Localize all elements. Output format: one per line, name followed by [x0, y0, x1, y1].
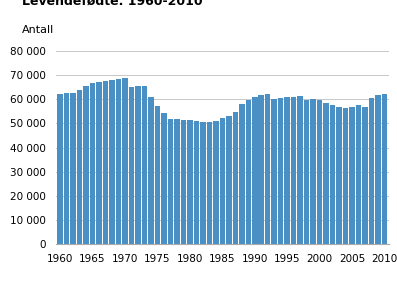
- Bar: [343, 108, 348, 244]
- Bar: [284, 97, 290, 244]
- Bar: [103, 81, 108, 244]
- Bar: [362, 107, 368, 244]
- Bar: [57, 94, 63, 244]
- Bar: [220, 118, 225, 244]
- Bar: [96, 82, 102, 244]
- Bar: [129, 87, 134, 244]
- Bar: [304, 99, 309, 244]
- Bar: [155, 106, 160, 244]
- Bar: [70, 92, 76, 244]
- Bar: [317, 100, 322, 244]
- Bar: [200, 122, 206, 244]
- Bar: [90, 83, 95, 244]
- Text: Antall: Antall: [22, 25, 54, 35]
- Bar: [265, 94, 270, 244]
- Bar: [297, 96, 303, 244]
- Bar: [213, 121, 219, 244]
- Bar: [116, 79, 121, 244]
- Bar: [187, 120, 193, 244]
- Bar: [161, 113, 167, 244]
- Bar: [330, 105, 335, 244]
- Bar: [135, 87, 141, 244]
- Bar: [226, 115, 231, 244]
- Bar: [349, 107, 355, 244]
- Bar: [233, 112, 238, 244]
- Bar: [122, 78, 128, 244]
- Bar: [239, 104, 245, 244]
- Bar: [369, 98, 374, 244]
- Bar: [375, 95, 381, 244]
- Bar: [174, 119, 180, 244]
- Bar: [324, 103, 329, 244]
- Bar: [278, 98, 283, 244]
- Text: Levendefødte. 1960-2010: Levendefødte. 1960-2010: [22, 0, 203, 8]
- Bar: [109, 80, 115, 244]
- Bar: [272, 99, 277, 244]
- Bar: [168, 119, 173, 244]
- Bar: [83, 87, 89, 244]
- Bar: [148, 97, 154, 244]
- Bar: [142, 86, 147, 244]
- Bar: [382, 94, 387, 244]
- Bar: [194, 121, 199, 244]
- Bar: [310, 99, 316, 244]
- Bar: [252, 97, 258, 244]
- Bar: [181, 120, 186, 244]
- Bar: [64, 93, 69, 244]
- Bar: [206, 122, 212, 244]
- Bar: [258, 95, 264, 244]
- Bar: [245, 100, 251, 244]
- Bar: [336, 106, 342, 244]
- Bar: [291, 97, 297, 244]
- Bar: [356, 105, 361, 244]
- Bar: [77, 90, 82, 244]
